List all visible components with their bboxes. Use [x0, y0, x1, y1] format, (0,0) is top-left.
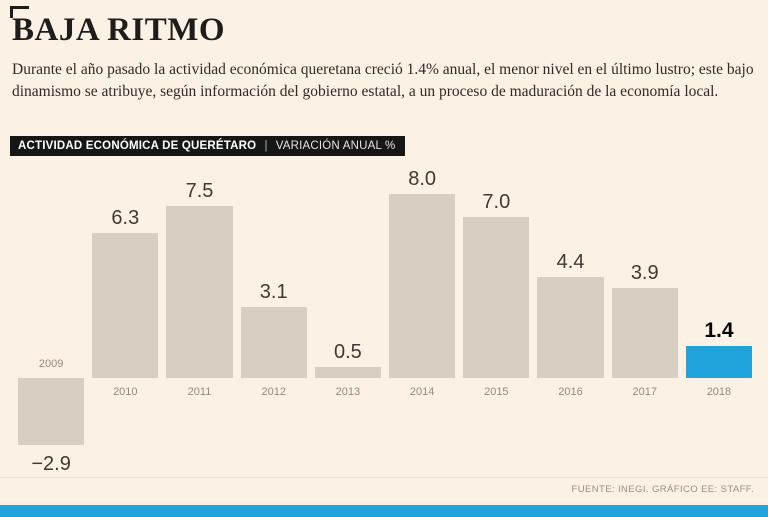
- year-label-2016: 2016: [558, 386, 583, 398]
- value-label-2013: 0.5: [334, 340, 362, 363]
- chart-column-2013: 0.5 2013: [311, 166, 385, 466]
- chart-column-2017: 3.9 2017: [608, 166, 682, 466]
- chart-header-separator: |: [264, 140, 268, 152]
- year-label-2011: 2011: [187, 386, 212, 398]
- bar-2009: [18, 378, 85, 445]
- bottom-accent-bar: [0, 505, 768, 517]
- chart-title: ACTIVIDAD ECONÓMICA DE QUERÉTARO: [18, 140, 257, 152]
- bar-2012: [240, 306, 307, 378]
- value-label-2014: 8.0: [408, 168, 437, 190]
- value-label-2010: 6.3: [111, 207, 140, 230]
- chart-column-2018: 1.4 2018: [682, 166, 756, 466]
- corner-mark-icon: [10, 6, 29, 18]
- chart-column-2014: 8.0 2014: [385, 166, 459, 466]
- value-label-2011: 7.5: [185, 179, 214, 202]
- intro-text: Durante el año pasado la actividad econó…: [12, 61, 754, 100]
- bar-2015: [463, 217, 530, 378]
- year-label-2009: 2009: [38, 358, 64, 370]
- bar-chart: −2.9 2009 6.3 2010 7.5 2011 3.1 2012 0.5 2013 8.0 2…: [14, 166, 756, 475]
- value-label-2016: 4.4: [556, 250, 585, 273]
- source-credit: FUENTE: INEGI. GRÁFICO EE: STAFF.: [571, 484, 754, 495]
- bar-2018: [685, 345, 753, 378]
- value-label-2009: −2.9: [31, 452, 71, 475]
- bar-2011: [166, 205, 233, 378]
- year-label-2018: 2018: [706, 386, 732, 398]
- year-label-2017: 2017: [632, 386, 657, 398]
- chart-column-2012: 3.1 2012: [237, 166, 311, 466]
- year-label-2012: 2012: [261, 386, 286, 398]
- footer-divider: [0, 477, 768, 478]
- chart-units-label: VARIACIÓN ANUAL %: [275, 140, 396, 152]
- bar-2010: [92, 233, 159, 378]
- year-label-2010: 2010: [113, 386, 138, 398]
- bar-2017: [611, 288, 678, 378]
- chart-column-2015: 7.0 2015: [459, 166, 533, 466]
- bar-2013: [314, 366, 382, 378]
- value-label-2017: 3.9: [630, 262, 659, 285]
- chart-column-2011: 7.5 2011: [162, 166, 236, 466]
- value-label-2015: 7.0: [482, 191, 511, 213]
- year-label-2014: 2014: [409, 386, 435, 398]
- year-label-2013: 2013: [335, 386, 361, 398]
- bar-2014: [389, 194, 456, 378]
- chart-column-2010: 6.3 2010: [88, 166, 162, 466]
- bar-2016: [537, 276, 604, 378]
- year-label-2015: 2015: [484, 386, 509, 398]
- value-label-2018: 1.4: [704, 318, 734, 342]
- page-title: BAJA RITMO: [12, 12, 226, 48]
- chart-column-2009: −2.9 2009: [14, 166, 88, 475]
- value-label-2012: 3.1: [259, 280, 288, 303]
- chart-header-band: ACTIVIDAD ECONÓMICA DE QUERÉTARO | VARIA…: [10, 136, 406, 156]
- chart-column-2016: 4.4 2016: [533, 166, 607, 466]
